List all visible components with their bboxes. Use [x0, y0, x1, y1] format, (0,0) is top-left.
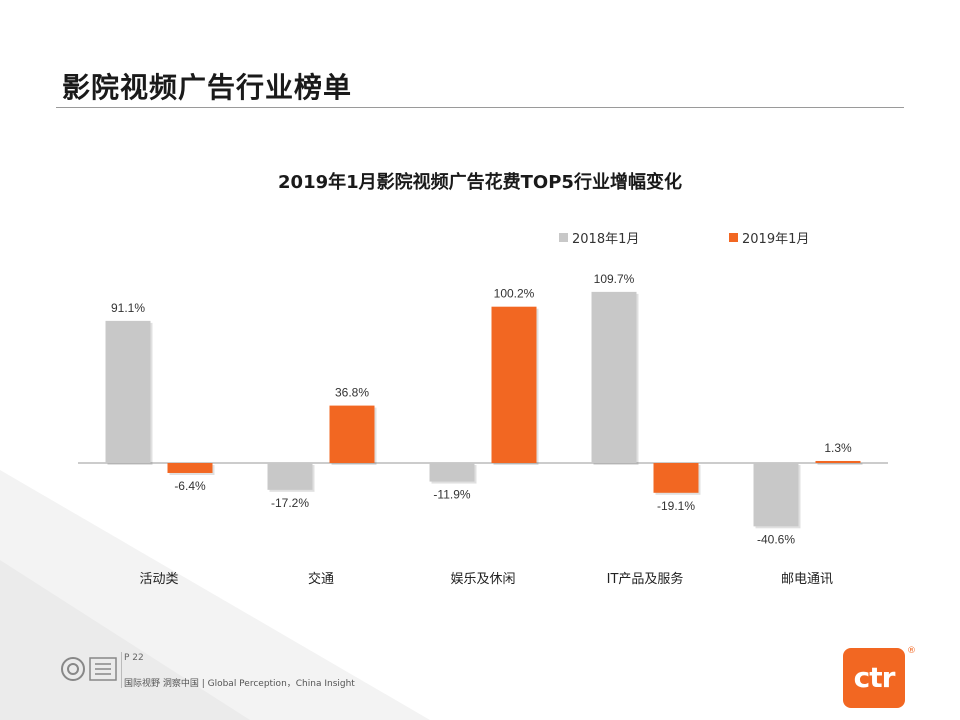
- legend-swatch: [559, 233, 568, 242]
- bar-0-2: [429, 463, 475, 482]
- data-label: -17.2%: [271, 496, 309, 510]
- bar-0-1: [267, 463, 313, 490]
- legend-label: 2019年1月: [742, 232, 809, 247]
- data-label: -40.6%: [757, 532, 795, 546]
- title-divider: [56, 107, 904, 108]
- data-label: -19.1%: [657, 499, 695, 513]
- data-label: -6.4%: [174, 479, 206, 493]
- bar-1-0: [167, 463, 213, 473]
- data-label: 1.3%: [824, 441, 852, 455]
- ctr-logo: ctr: [843, 648, 905, 708]
- bar-1-1: [329, 405, 375, 463]
- data-label: 91.1%: [111, 301, 145, 315]
- bar-0-3: [591, 291, 637, 463]
- data-label: 109.7%: [594, 272, 635, 286]
- bar-1-2: [491, 306, 537, 463]
- legend-swatch: [729, 233, 738, 242]
- bar-1-4: [815, 460, 861, 463]
- chart-title: 2019年1月影院视频广告花费TOP5行业增幅变化: [278, 172, 682, 193]
- registered-mark: ®: [907, 646, 916, 656]
- footer-slogan: 国际视野 洞察中国 | Global Perception，China Insi…: [124, 679, 355, 689]
- footer-divider: [121, 652, 122, 688]
- page-number: P 22: [124, 653, 144, 663]
- category-label: 交通: [308, 571, 334, 587]
- page-title: 影院视频广告行业榜单: [62, 71, 353, 104]
- data-label: 36.8%: [335, 386, 369, 400]
- bar-1-3: [653, 463, 699, 493]
- legend-label: 2018年1月: [572, 232, 639, 247]
- category-label: 活动类: [139, 572, 178, 587]
- category-label: 娱乐及休闲: [450, 572, 515, 587]
- data-label: -11.9%: [433, 488, 470, 502]
- bar-0-0: [105, 320, 151, 463]
- category-label: 邮电通讯: [781, 572, 833, 587]
- bar-shadow: [817, 462, 863, 465]
- bar-0-4: [753, 463, 799, 527]
- certification-logo-icon: [61, 657, 117, 681]
- data-label: 100.2%: [494, 287, 535, 301]
- category-label: IT产品及服务: [607, 571, 684, 587]
